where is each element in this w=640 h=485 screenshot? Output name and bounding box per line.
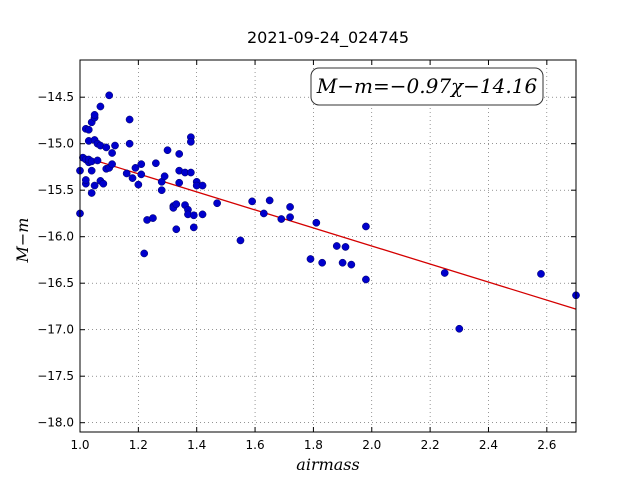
data-point <box>187 137 195 146</box>
data-point <box>189 211 198 220</box>
data-point <box>125 115 134 124</box>
data-point <box>131 164 140 172</box>
x-tick-label: 2.2 <box>421 438 440 452</box>
data-point <box>102 143 111 152</box>
data-point <box>362 275 370 284</box>
data-point <box>312 218 321 227</box>
data-point <box>175 150 184 158</box>
data-point <box>93 156 102 165</box>
data-point <box>134 180 143 189</box>
y-tick-label: −15.0 <box>37 137 74 151</box>
data-point <box>318 258 327 267</box>
data-point <box>140 249 149 258</box>
y-tick-label: −16.5 <box>37 276 74 290</box>
data-point <box>172 200 181 208</box>
data-point <box>537 270 545 278</box>
data-point <box>99 179 108 188</box>
grid <box>79 60 576 432</box>
data-point <box>347 260 356 269</box>
data-point <box>96 102 105 111</box>
data-point <box>236 236 245 245</box>
x-tick-label: 2.6 <box>537 438 556 452</box>
data-point <box>362 222 370 231</box>
data-point <box>248 197 256 206</box>
x-tick-label: 2.0 <box>362 438 381 452</box>
data-point <box>341 243 350 251</box>
data-points <box>76 91 580 333</box>
data-point <box>122 169 131 178</box>
y-tick-label: −16.0 <box>37 230 74 244</box>
data-point <box>108 160 116 169</box>
data-point <box>163 146 172 155</box>
data-point <box>265 196 274 205</box>
data-point <box>160 172 169 181</box>
data-point <box>198 181 207 190</box>
x-tick-label: 1.8 <box>304 438 323 452</box>
fit-equation-text: M−m=−0.97χ−14.16 <box>316 74 538 98</box>
data-point <box>455 324 464 333</box>
y-axis-label: M−m <box>13 218 32 264</box>
y-tick-label: −14.5 <box>37 90 74 104</box>
y-tick-label: −18.0 <box>37 416 74 430</box>
data-point <box>87 166 96 175</box>
data-point <box>137 170 146 179</box>
data-point <box>277 215 286 223</box>
x-tick-label: 2.4 <box>479 438 498 452</box>
y-tick-label: −17.5 <box>37 369 74 383</box>
data-point <box>332 242 341 250</box>
data-point <box>172 225 181 234</box>
fit-line <box>79 155 577 310</box>
chart-title: 2021-09-24_024745 <box>247 28 409 48</box>
fit-layer <box>79 155 577 310</box>
data-point <box>90 111 99 119</box>
data-point <box>213 199 221 208</box>
fit-equation-box: M−m=−0.97χ−14.16 <box>310 67 544 106</box>
data-point <box>189 223 198 232</box>
data-point <box>87 189 96 197</box>
data-point <box>84 125 93 134</box>
ticks: 1.0 1.2 1.4 1.6 1.8 2.0 2.2 2.4 2.6 −14.5 −15.0 −15… <box>37 60 576 452</box>
y-tick-label: −15.5 <box>37 183 74 197</box>
data-point <box>338 258 347 267</box>
data-point <box>198 210 207 219</box>
y-tick-label: −17.0 <box>37 323 74 337</box>
data-point <box>157 186 166 195</box>
data-point <box>105 91 114 100</box>
x-tick-label: 1.0 <box>70 438 89 452</box>
data-point <box>286 203 294 211</box>
data-point <box>108 149 116 157</box>
data-point <box>306 255 315 263</box>
data-point <box>152 159 160 168</box>
data-point <box>111 141 119 150</box>
data-point <box>125 139 134 148</box>
fit-equation-frame <box>310 67 544 106</box>
x-axis-label: airmass <box>296 455 359 474</box>
plot-frame <box>79 59 577 433</box>
data-point <box>175 178 184 187</box>
x-tick-label: 1.4 <box>187 438 206 452</box>
data-point <box>128 174 137 182</box>
x-tick-label: 1.6 <box>246 438 265 452</box>
data-point <box>90 181 99 190</box>
data-point <box>187 168 195 177</box>
data-point <box>259 209 268 218</box>
data-point <box>137 160 146 169</box>
data-point <box>286 213 294 222</box>
x-tick-label: 1.2 <box>129 438 148 452</box>
data-point <box>81 176 90 184</box>
data-point <box>149 214 157 222</box>
data-point <box>440 269 449 277</box>
